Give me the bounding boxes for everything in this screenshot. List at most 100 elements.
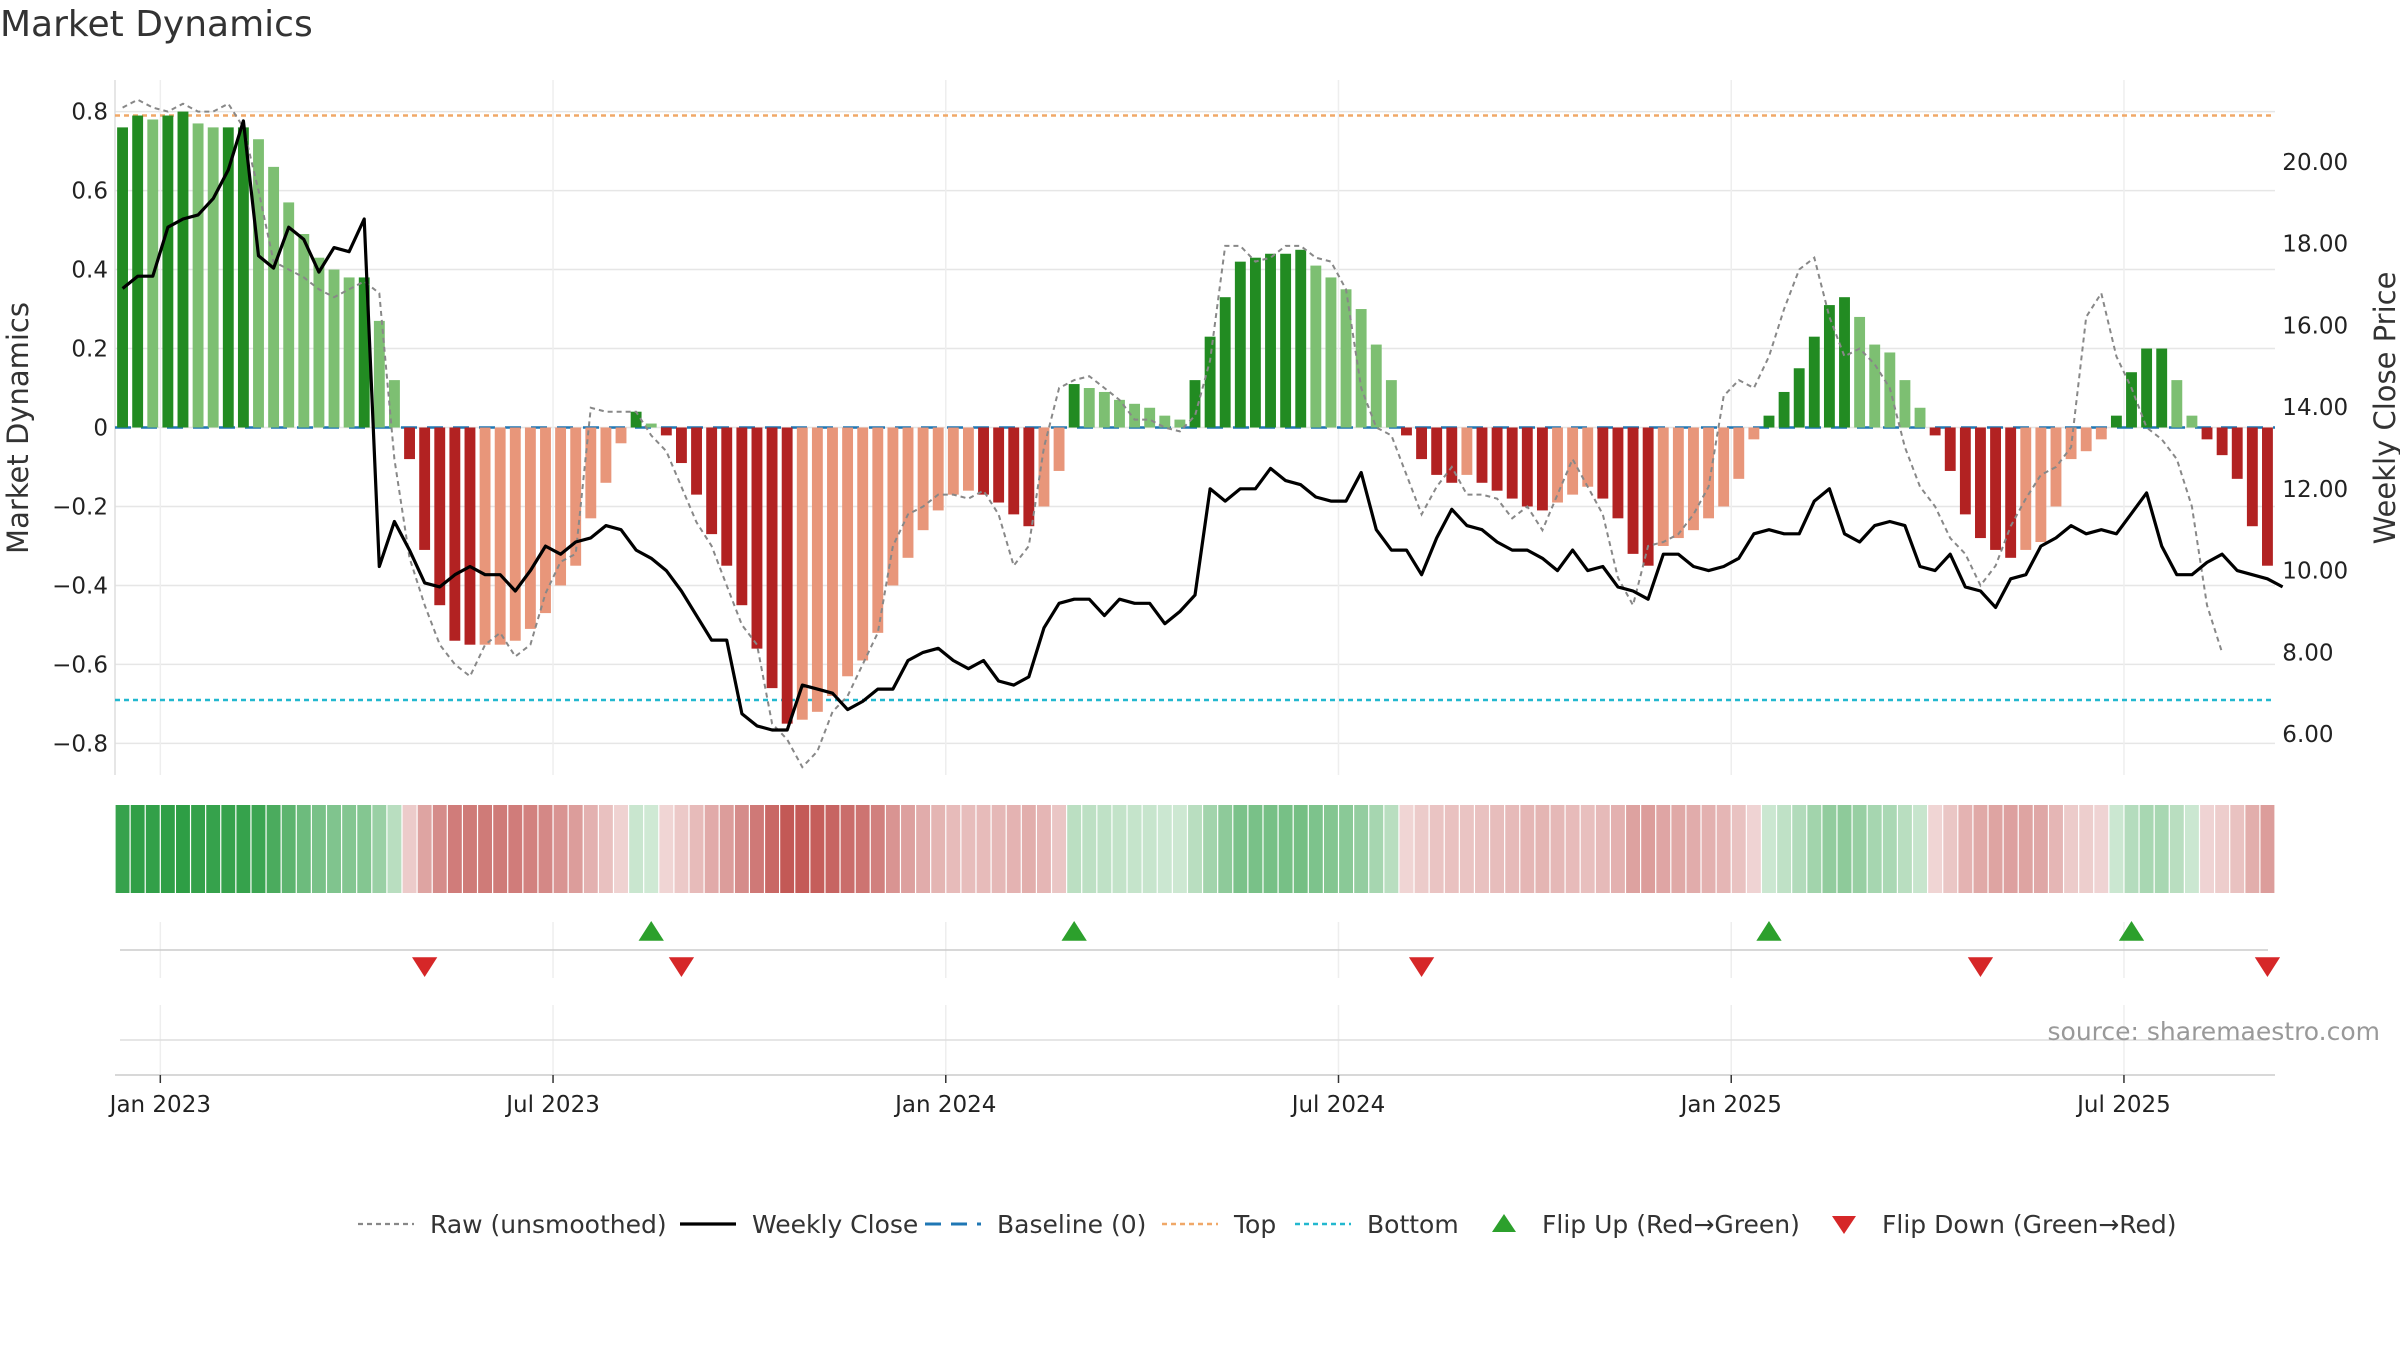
flip-up-marker (1756, 921, 1782, 941)
flip-down-marker (412, 957, 438, 977)
heat-cell (387, 805, 402, 893)
weekly-close-line (121, 119, 2284, 732)
bar (1068, 384, 1080, 428)
legend-swatch-flip-down (1832, 1216, 1856, 1234)
heat-cell (629, 805, 644, 893)
bar (1944, 427, 1956, 471)
legend-label: Top (1233, 1210, 1276, 1239)
bar (132, 115, 144, 428)
bar (947, 427, 959, 495)
heat-cell (327, 805, 341, 893)
bar (2262, 427, 2273, 566)
bar (1234, 261, 1246, 428)
bar (2141, 348, 2153, 428)
heat-cell (357, 805, 372, 893)
heat-cell (1399, 805, 1414, 893)
raw-line (122, 98, 2224, 769)
heat-cell (2124, 805, 2139, 893)
legend: Raw (unsmoothed) Weekly Close Baseline (0)… (358, 1210, 2177, 1239)
bar (192, 123, 204, 428)
bar (1914, 407, 1926, 428)
legend-label: Flip Down (Green→Red) (1882, 1210, 2177, 1239)
heat-cell (1656, 805, 1671, 893)
bar (1869, 344, 1881, 428)
heat-cell (1203, 805, 1218, 893)
heat-cell (1157, 805, 1172, 893)
bar (1310, 265, 1322, 428)
bar (1038, 427, 1050, 507)
bar (1778, 391, 1790, 428)
heat-cell (810, 805, 825, 893)
heat-cell (538, 805, 553, 893)
bar (1008, 427, 1020, 515)
bar (328, 269, 340, 428)
bar (509, 427, 521, 641)
bar (207, 127, 219, 428)
bar (1295, 249, 1307, 428)
heat-cell (946, 805, 961, 893)
legend-label: Weekly Close (752, 1210, 918, 1239)
heat-cell (1082, 805, 1097, 893)
bar (389, 380, 400, 428)
heat-cell (1626, 805, 1640, 893)
bar (1219, 297, 1231, 428)
legend-label: Bottom (1367, 1210, 1459, 1239)
bar (1370, 344, 1382, 428)
heat-cell (1142, 805, 1157, 893)
heat-cell (206, 805, 221, 893)
heat-cell (825, 805, 840, 893)
bar (1793, 368, 1805, 428)
heat-cell (840, 805, 855, 893)
heat-cell (1384, 805, 1399, 893)
bar (373, 320, 385, 428)
bar (358, 277, 370, 428)
bar (2201, 427, 2213, 440)
right-axis-label: Weekly Close Price (2368, 272, 2400, 545)
heat-cell (795, 805, 810, 893)
bar (1340, 289, 1352, 428)
empty-panel (115, 1005, 2275, 1076)
x-tick-label: Jul 2023 (504, 1092, 600, 1118)
heat-cell (1837, 805, 1852, 893)
bar (1839, 297, 1850, 428)
bar (796, 427, 808, 720)
bar (2035, 427, 2047, 543)
bar (1144, 407, 1156, 428)
bar (494, 427, 506, 645)
bar (1249, 257, 1261, 428)
bar (1385, 380, 1397, 428)
bar (298, 234, 310, 428)
heat-cell (2033, 805, 2048, 893)
right-tick-label: 16.00 (2275, 313, 2348, 339)
bar (1627, 427, 1639, 554)
heat-cell (1308, 805, 1323, 893)
bar (827, 427, 838, 697)
bar (1823, 305, 1835, 428)
bar (1642, 427, 1654, 566)
heat-cell (780, 805, 795, 893)
heat-cell (901, 805, 915, 893)
heat-cell (432, 805, 447, 893)
bar (811, 427, 823, 712)
left-axis-label: Market Dynamics (1, 302, 35, 554)
heat-cell (523, 805, 538, 893)
flip-down-marker (1967, 957, 1994, 977)
bar (1582, 427, 1594, 487)
bar (1657, 427, 1669, 546)
heat-cell (417, 805, 432, 893)
heat-cell (1067, 805, 1082, 893)
bar (222, 127, 234, 428)
bar (766, 427, 778, 689)
heat-cell (342, 805, 357, 893)
left-tick-label: 0.2 (71, 337, 108, 363)
bar (2156, 348, 2168, 428)
bar (419, 427, 431, 550)
left-tick-label: 0.6 (71, 179, 108, 205)
heat-cell (1762, 805, 1776, 893)
heat-cell (1475, 805, 1489, 893)
heat-cell (1505, 805, 1520, 893)
flip-up-marker (2118, 921, 2145, 941)
flip-markers-panel (120, 921, 2281, 978)
right-tick-label: 8.00 (2275, 640, 2334, 666)
heat-cell (568, 805, 583, 893)
